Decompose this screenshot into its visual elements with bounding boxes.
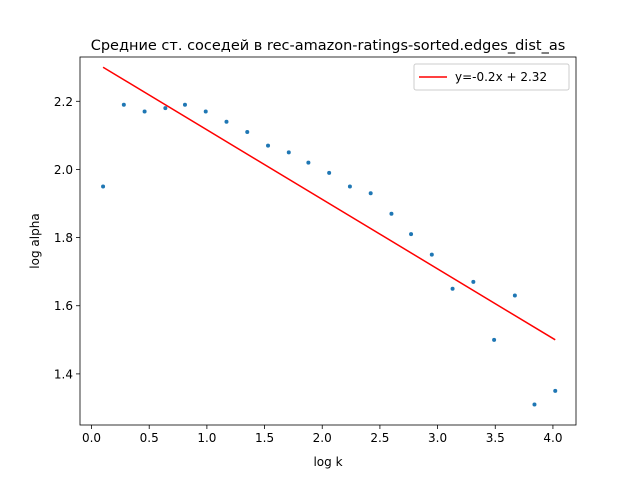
y-tick-label: 2.2 [54, 95, 73, 109]
x-tick-label: 0.5 [140, 431, 159, 445]
x-tick-label: 3.0 [428, 431, 447, 445]
legend-box [413, 63, 570, 91]
x-tick-label: 4.0 [543, 431, 562, 445]
y-tick-label: 1.4 [54, 367, 73, 381]
scatter-point [368, 191, 373, 196]
scatter-point [471, 279, 476, 284]
scatter-point [182, 102, 187, 107]
scatter-point [101, 184, 106, 189]
scatter-point [306, 160, 311, 165]
y-tick-label: 2.0 [54, 163, 73, 177]
scatter-point [266, 143, 271, 148]
scatter-point [163, 106, 168, 111]
scatter-point [224, 119, 229, 124]
plot-frame [79, 56, 577, 426]
scatter-point [532, 402, 537, 407]
x-tick-label: 3.5 [486, 431, 505, 445]
fit-line [102, 66, 556, 341]
scatter-point [450, 286, 455, 291]
x-axis-label: log k [313, 455, 342, 469]
y-tick-label: 1.8 [54, 231, 73, 245]
x-tick-label: 0.0 [82, 431, 101, 445]
scatter-point [245, 129, 250, 134]
series-layer [101, 66, 558, 407]
scatter-point [389, 211, 394, 216]
scatter-point [409, 232, 414, 237]
x-tick-label: 2.0 [313, 431, 332, 445]
plot-area [79, 56, 577, 426]
scatter-point [347, 184, 352, 189]
scatter-point [553, 388, 558, 393]
scatter-point [327, 170, 332, 175]
scatter-point [492, 337, 497, 342]
x-tick-label: 1.0 [197, 431, 216, 445]
x-tick-label: 1.5 [255, 431, 274, 445]
scatter-point [286, 150, 291, 155]
x-tick-label: 2.5 [370, 431, 389, 445]
scatter-point [429, 252, 434, 257]
plot-background [80, 57, 576, 425]
legend-label: y=-0.2x + 2.32 [455, 70, 547, 84]
legend: y=-0.2x + 2.32 [413, 63, 570, 91]
y-tick-label: 1.6 [54, 299, 73, 313]
chart-title: Средние ст. соседей в rec-amazon-ratings… [91, 38, 566, 54]
scatter-point [121, 102, 126, 107]
scatter-point [512, 293, 517, 298]
scatter-point [142, 109, 147, 114]
y-axis-label: log alpha [28, 213, 42, 268]
x-axis-ticks: 0.0 0.5 1.0 1.5 2.0 2.5 3.0 3.5 4.0 [82, 425, 562, 445]
scatter-point [203, 109, 208, 114]
y-axis-ticks: 1.4 1.6 1.8 2.0 2.2 [54, 95, 80, 381]
